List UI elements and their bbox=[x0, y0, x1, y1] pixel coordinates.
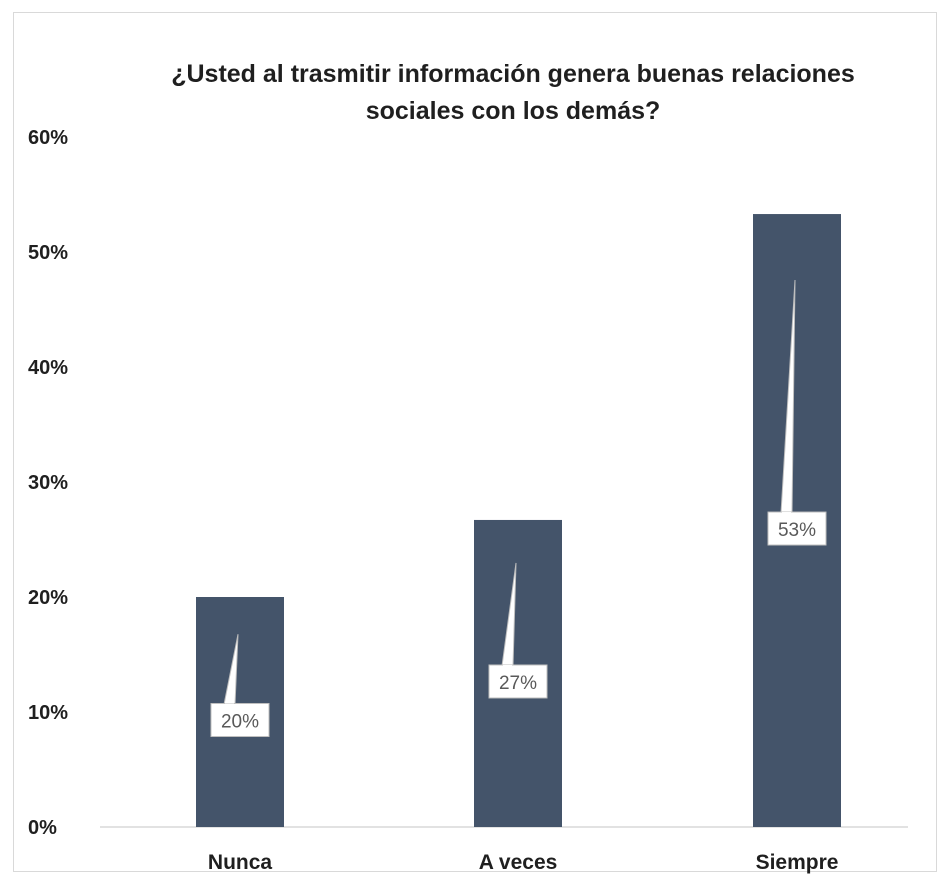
chart-title-line-1: ¿Usted al trasmitir información genera b… bbox=[171, 60, 855, 88]
y-tick-label: 60% bbox=[28, 127, 68, 149]
x-tick-label: Nunca bbox=[208, 851, 273, 874]
data-label-box bbox=[767, 511, 827, 546]
chart-title-line-2: sociales con los demás? bbox=[366, 97, 661, 125]
y-tick-label: 30% bbox=[28, 472, 68, 494]
y-axis-ticks: 0% 10% 20% 30% 40% 50% 60% bbox=[28, 127, 68, 839]
y-tick-label: 20% bbox=[28, 587, 68, 609]
x-axis-ticks: Nunca A veces Siempre bbox=[208, 851, 839, 874]
bars bbox=[196, 214, 841, 828]
x-tick-label: A veces bbox=[479, 851, 558, 874]
y-tick-label: 10% bbox=[28, 702, 68, 724]
y-tick-label: 0% bbox=[28, 817, 57, 839]
data-label: 53% bbox=[778, 520, 816, 541]
x-tick-label: Siempre bbox=[756, 851, 839, 874]
data-label-box bbox=[488, 664, 548, 699]
y-tick-label: 50% bbox=[28, 242, 68, 264]
y-tick-label: 40% bbox=[28, 357, 68, 379]
data-label: 27% bbox=[499, 673, 537, 694]
data-label-box bbox=[210, 703, 270, 737]
data-label: 20% bbox=[221, 712, 259, 733]
data-labels: 20% 27% 53% bbox=[210, 279, 827, 737]
